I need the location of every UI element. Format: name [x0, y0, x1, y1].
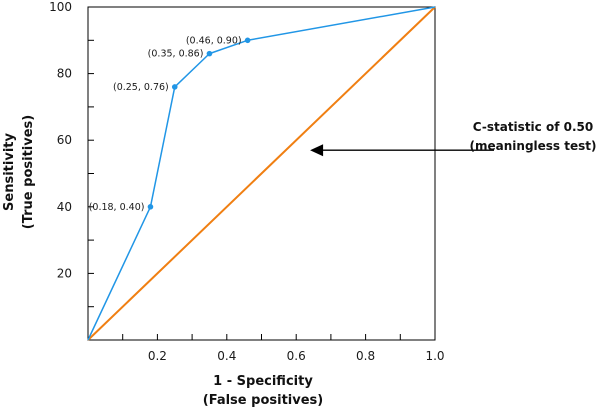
x-tick-label: 0.8: [356, 349, 375, 363]
roc-curve-line: [87, 6, 436, 341]
y-axis-title-line1: Sensitivity: [2, 133, 17, 211]
roc-point-label: (0.35, 0.86): [148, 49, 204, 60]
roc-point-label: (0.18, 0.40): [89, 202, 145, 213]
x-tick-label: 1.0: [425, 349, 444, 363]
roc-point-label: (0.25, 0.76): [113, 82, 169, 93]
x-axis-title-line2: (False positives): [203, 393, 323, 408]
roc-point-label: (0.46, 0.90): [186, 35, 242, 46]
axes: 0.2 0.4 0.6 0.8 1.0 20 40 60 80 100: [49, 0, 444, 363]
y-tick-label: 100: [49, 0, 72, 14]
y-axis-title-line2: (True positives): [21, 115, 36, 229]
annotation: C-statistic of 0.50 (meaningless test): [310, 120, 597, 157]
roc-point-marker: [206, 50, 213, 57]
y-tick-label: 40: [57, 200, 72, 214]
x-tick-label: 0.6: [287, 349, 306, 363]
roc-point-marker: [171, 84, 178, 90]
point-labels: (0.18, 0.40) (0.25, 0.76) (0.35, 0.86) (0.4…: [89, 35, 242, 213]
roc-point-marker: [244, 37, 251, 44]
annotation-line1: C-statistic of 0.50: [473, 120, 593, 134]
y-tick-label: 20: [57, 266, 72, 280]
y-tick-label: 60: [57, 133, 72, 147]
roc-point-marker: [147, 204, 154, 210]
reference-line: [87, 6, 436, 341]
series-layer: [87, 6, 436, 341]
y-tick-label: 80: [57, 67, 72, 81]
x-tick-label: 0.4: [217, 349, 236, 363]
annotation-arrowhead: [310, 144, 324, 157]
x-axis-title-line1: 1 - Specificity: [213, 374, 313, 389]
annotation-line2: (meaningless test): [470, 139, 597, 153]
x-tick-label: 0.2: [148, 349, 167, 363]
